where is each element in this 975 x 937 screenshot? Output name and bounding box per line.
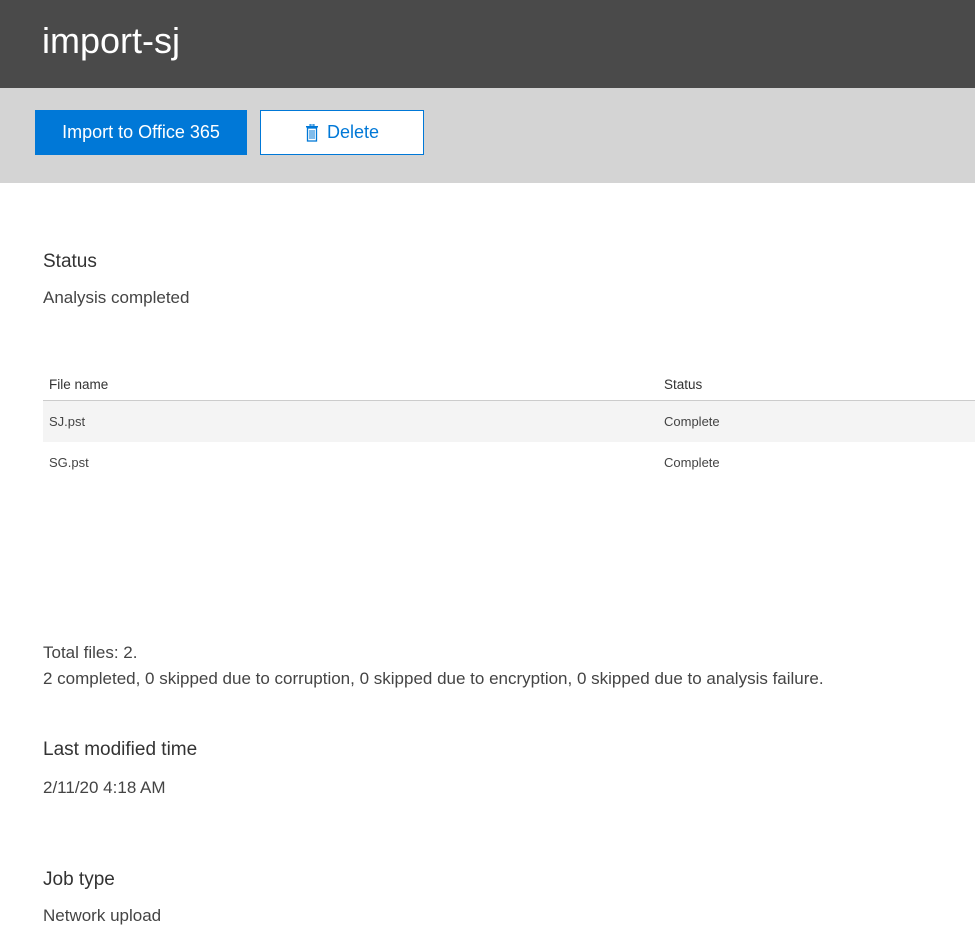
status-label: Status [43, 251, 97, 272]
files-table: File name Status SJ.pst Complete SG.pst … [43, 370, 975, 483]
delete-button[interactable]: Delete [260, 110, 424, 155]
job-type-label: Job type [43, 869, 115, 890]
trash-icon [305, 123, 318, 142]
last-modified-label: Last modified time [43, 739, 198, 760]
table-header: File name Status [43, 370, 975, 401]
import-to-office-365-button[interactable]: Import to Office 365 [35, 110, 247, 155]
file-status-cell: Complete [664, 414, 720, 429]
page-title: import-sj [42, 20, 181, 61]
column-header-status[interactable]: Status [664, 377, 703, 392]
toolbar: Import to Office 365 Delete [0, 88, 975, 183]
file-name-cell: SG.pst [49, 455, 89, 470]
file-name-cell: SJ.pst [49, 414, 86, 429]
delete-label: Delete [326, 122, 380, 142]
job-type-value: Network upload [43, 906, 162, 925]
last-modified-value: 2/11/20 4:18 AM [43, 778, 166, 797]
total-files-text: Total files: 2. [43, 643, 138, 662]
file-status-cell: Complete [664, 455, 720, 470]
table-row[interactable]: SJ.pst Complete [43, 401, 975, 442]
page-header: import-sj [0, 0, 975, 88]
column-header-file-name[interactable]: File name [49, 377, 109, 392]
table-row[interactable]: SG.pst Complete [43, 442, 975, 483]
status-value: Analysis completed [43, 288, 190, 307]
summary-detail-text: 2 completed, 0 skipped due to corruption… [43, 669, 824, 688]
